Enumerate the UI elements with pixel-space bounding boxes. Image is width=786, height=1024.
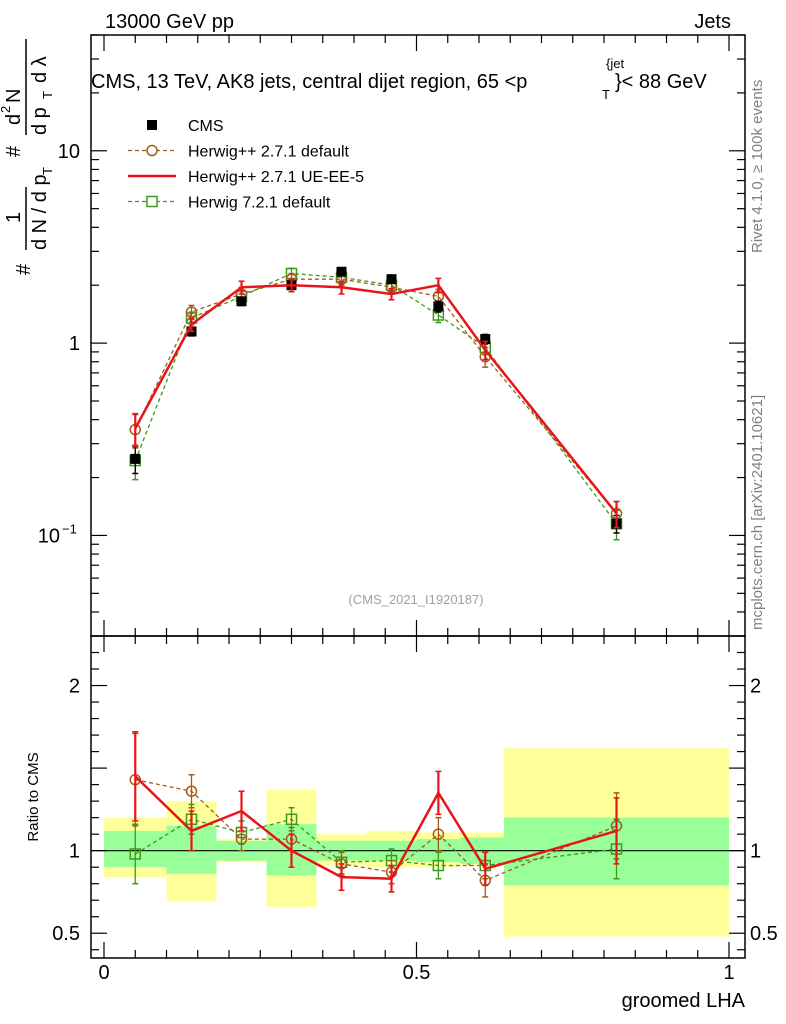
ratio-series-0-marker xyxy=(432,828,445,840)
rivet-label: Rivet 4.1.0, ≥ 100k events xyxy=(749,80,766,253)
y-label-dlam: d λ xyxy=(29,56,51,83)
y-label-d2: d xyxy=(3,114,25,125)
x-tick-label: 0.5 xyxy=(403,962,431,984)
ratio-panel-bands xyxy=(104,748,729,937)
title-end: }< 88 GeV xyxy=(615,71,707,93)
y-label-dn-sub: T xyxy=(40,167,55,175)
title-superscript: {jet xyxy=(606,56,624,71)
main-series-1-line xyxy=(134,278,617,514)
main-series-0-marker xyxy=(130,453,141,464)
y-label-one: 1 xyxy=(3,212,25,223)
ratio-y-tick-label-right: 0.5 xyxy=(750,923,778,945)
analysis-id-label: (CMS_2021_I1920187) xyxy=(348,592,483,607)
ratio-panel-series xyxy=(129,731,623,898)
y-tick-label: 10 xyxy=(58,141,80,163)
plot-title: CMS, 13 TeV, AK8 jets, central dijet reg… xyxy=(91,56,707,102)
main-series-0-marker xyxy=(236,296,247,307)
ratio-panel-axes: 0.5 0.5 1 1 2 2 0 0.5 1 xyxy=(52,636,778,984)
ratio-y-tick-label-left: 0.5 xyxy=(52,923,80,945)
title-subscript: T xyxy=(602,87,610,102)
ratio-series-2-marker xyxy=(129,848,141,860)
main-series-2-line xyxy=(134,283,618,515)
y-tick-label: 10 xyxy=(38,525,60,547)
legend-label-0: CMS xyxy=(188,118,224,135)
energy-label: 13000 GeV pp xyxy=(105,11,234,33)
ratio-series-0-marker xyxy=(235,833,248,845)
y-label-dpt-sub: T xyxy=(40,91,55,99)
main-series-3-line xyxy=(134,272,618,525)
legend-marker-1 xyxy=(146,144,158,157)
ratio-y-label: Ratio to CMS xyxy=(25,752,42,841)
category-label: Jets xyxy=(694,11,731,33)
y-tick-label-exponent: −1 xyxy=(62,521,77,536)
legend-label-1: Herwig++ 2.7.1 default xyxy=(188,144,350,161)
y-label-dpt: d p xyxy=(29,107,51,135)
legend-label-2: Herwig++ 2.7.1 UE-EE-5 xyxy=(188,169,364,186)
ratio-series-2-marker xyxy=(285,813,298,826)
legend-marker-3 xyxy=(146,195,158,208)
ratio-y-tick-label-right: 2 xyxy=(750,676,761,698)
ratio-series-2-marker xyxy=(432,859,445,872)
ratio-series-0-marker xyxy=(185,785,198,797)
y-label-hash-1: # xyxy=(13,263,35,275)
y-tick-label: 1 xyxy=(69,333,80,355)
y-label-d2-sup: 2 xyxy=(0,106,13,113)
x-tick-label: 0 xyxy=(98,962,109,984)
y-label-dn: d N / d p xyxy=(29,174,51,250)
main-panel-series xyxy=(129,266,623,541)
main-series-0-marker xyxy=(433,301,444,312)
legend-label-3: Herwig 7.2.1 default xyxy=(188,195,331,212)
main-series-0-marker xyxy=(386,274,397,285)
x-tick-label: 1 xyxy=(723,962,734,984)
title-main: CMS, 13 TeV, AK8 jets, central dijet reg… xyxy=(91,71,527,93)
y-label-hash-2: # xyxy=(3,145,25,157)
y-axis-label: # 1 d N / d p T # d 2 N d p T d λ xyxy=(0,39,55,275)
ratio-y-tick-label-left: 1 xyxy=(69,841,80,863)
y-label-n: N xyxy=(3,89,25,103)
main-series-1-marker xyxy=(185,306,198,318)
ratio-y-tick-label-right: 1 xyxy=(750,841,761,863)
legend: CMS Herwig++ 2.7.1 default Herwig++ 2.7.1 … xyxy=(128,118,364,212)
main-series-0-marker xyxy=(336,266,347,277)
ratio-panel-frame xyxy=(90,635,746,959)
mcplots-label: mcplots.cern.ch [arXiv:2401.10621] xyxy=(749,395,766,630)
x-axis-label: groomed LHA xyxy=(622,990,746,1012)
ratio-y-tick-label-left: 2 xyxy=(69,676,80,698)
ratio-series-1-line xyxy=(134,775,617,880)
legend-marker-cms xyxy=(147,120,157,130)
main-series-0-marker xyxy=(480,334,491,345)
